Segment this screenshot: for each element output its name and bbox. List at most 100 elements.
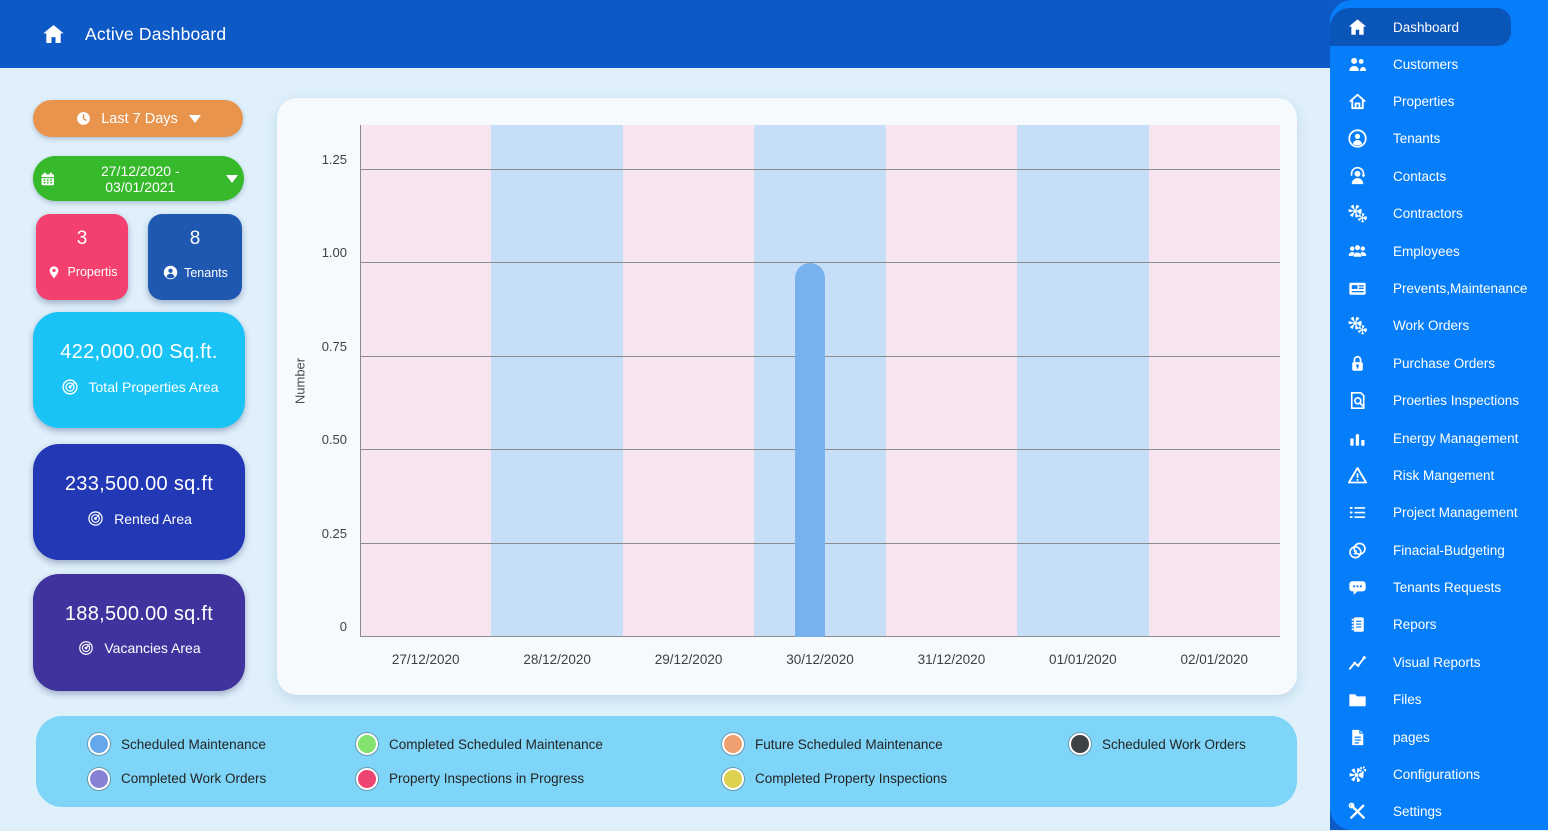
legend-label: Completed Work Orders <box>121 771 266 786</box>
tenants-stat-card: 8 Tenants <box>148 214 242 300</box>
sidebar-item-purchase-orders[interactable]: Purchase Orders <box>1330 345 1548 382</box>
vacancies-area-value: 188,500.00 sq.ft <box>33 603 245 626</box>
chart-band <box>491 125 622 637</box>
total-area-card: 422,000.00 Sq.ft. Total Properties Area <box>33 312 245 428</box>
bar-chart-icon <box>1346 427 1369 450</box>
sidebar-item-dashboard[interactable]: Dashboard <box>1330 8 1511 46</box>
clock-icon <box>75 110 92 127</box>
target-icon <box>60 377 80 397</box>
line-chart-icon <box>1346 651 1369 674</box>
legend-label: Future Scheduled Maintenance <box>755 737 943 752</box>
users-icon <box>1346 53 1369 76</box>
sidebar-item-configurations[interactable]: Configurations <box>1330 756 1548 793</box>
legend-color-dot <box>1069 733 1091 755</box>
sidebar-item-tenants-requests[interactable]: Tenants Requests <box>1330 569 1548 606</box>
total-area-label: Total Properties Area <box>89 379 219 395</box>
map-pin-icon <box>46 264 62 280</box>
sidebar-item-work-orders[interactable]: Work Orders <box>1330 307 1548 344</box>
sidebar-item-pages[interactable]: pages <box>1330 718 1548 755</box>
user-circle-icon <box>1346 127 1369 150</box>
rented-area-card: 233,500.00 sq.ft Rented Area <box>33 444 245 560</box>
chart-card: Number 27/12/202028/12/202029/12/202030/… <box>277 98 1297 695</box>
period-dropdown[interactable]: Last 7 Days <box>33 100 243 137</box>
chart-gridline <box>360 262 1280 263</box>
legend-label: Property Inspections in Progress <box>389 771 584 786</box>
page-title: Active Dashboard <box>85 24 226 45</box>
sidebar: Dashboard Customers Properties Tenants C… <box>1330 0 1548 830</box>
sidebar-backdrop: Dashboard Customers Properties Tenants C… <box>1330 0 1548 830</box>
x-tick-label: 31/12/2020 <box>918 652 986 667</box>
chart-bar-scheduled-maintenance[interactable] <box>795 263 825 637</box>
y-tick-label: 0.75 <box>322 339 347 354</box>
properties-stat-card: 3 Propertis <box>36 214 128 300</box>
sidebar-item-project-management[interactable]: Project Management <box>1330 494 1548 531</box>
headset-icon <box>1346 165 1369 188</box>
sidebar-item-contacts[interactable]: Contacts <box>1330 158 1548 195</box>
sidebar-item-contractors[interactable]: Contractors <box>1330 195 1548 232</box>
sidebar-item-finacial-budgeting[interactable]: Finacial-Budgeting <box>1330 531 1548 568</box>
sidebar-item-settings[interactable]: Settings <box>1330 793 1548 830</box>
sidebar-item-properties[interactable]: Properties <box>1330 83 1548 120</box>
total-area-value: 422,000.00 Sq.ft. <box>33 341 245 364</box>
sidebar-item-proerties-inspections[interactable]: Proerties Inspections <box>1330 382 1548 419</box>
person-icon <box>162 264 179 281</box>
sidebar-item-customers[interactable]: Customers <box>1330 45 1548 82</box>
folder-icon <box>1346 688 1369 711</box>
legend-label: Completed Property Inspections <box>755 771 947 786</box>
chart-band <box>1017 125 1148 637</box>
y-tick-label: 1.25 <box>322 152 347 167</box>
plot-area: Number 27/12/202028/12/202029/12/202030/… <box>360 125 1280 637</box>
chevron-down-icon <box>226 175 238 183</box>
page-icon <box>1346 726 1369 749</box>
sidebar-item-repors[interactable]: Repors <box>1330 606 1548 643</box>
chart-legend: Scheduled Maintenance Completed Schedule… <box>36 716 1297 807</box>
people-group-icon <box>1346 240 1369 263</box>
properties-count: 3 <box>36 228 128 250</box>
gear-icon <box>1346 763 1369 786</box>
legend-color-dot <box>356 733 378 755</box>
legend-item: Completed Scheduled Maintenance <box>356 733 722 755</box>
home-icon <box>1346 16 1369 39</box>
sidebar-item-energy-management[interactable]: Energy Management <box>1330 419 1548 456</box>
chart-band <box>886 125 1017 637</box>
tenants-label: Tenants <box>184 266 228 280</box>
sidebar-item-tenants[interactable]: Tenants <box>1330 120 1548 157</box>
sidebar-item-employees[interactable]: Employees <box>1330 232 1548 269</box>
coins-icon <box>1346 539 1369 562</box>
rented-area-value: 233,500.00 sq.ft <box>33 473 245 496</box>
chart-band <box>623 125 754 637</box>
chart-gridline <box>360 169 1280 170</box>
lock-icon <box>1346 352 1369 375</box>
notebook-icon <box>1346 613 1369 636</box>
legend-color-dot <box>88 768 110 790</box>
target-icon <box>86 509 105 528</box>
warning-icon <box>1346 464 1369 487</box>
gears-icon <box>1346 202 1369 225</box>
sidebar-item-prevents-maintenance[interactable]: Prevents,Maintenance <box>1330 270 1548 307</box>
y-axis-title: Number <box>293 351 308 411</box>
sidebar-item-visual-reports[interactable]: Visual Reports <box>1330 644 1548 681</box>
sidebar-item-files[interactable]: Files <box>1330 681 1548 718</box>
x-tick-label: 27/12/2020 <box>392 652 460 667</box>
legend-item: Scheduled Maintenance <box>88 733 356 755</box>
legend-item: Scheduled Work Orders <box>1069 733 1297 755</box>
date-range-label: 27/12/2020 - 03/01/2021 <box>66 163 215 195</box>
period-label: Last 7 Days <box>101 111 178 127</box>
x-tick-label: 28/12/2020 <box>523 652 591 667</box>
legend-color-dot <box>722 768 744 790</box>
app-header: Active Dashboard <box>0 0 1548 68</box>
sidebar-menu: Dashboard Customers Properties Tenants C… <box>1330 0 1548 831</box>
legend-color-dot <box>356 768 378 790</box>
date-range-dropdown[interactable]: 27/12/2020 - 03/01/2021 <box>33 156 244 201</box>
chart-band <box>1149 125 1280 637</box>
y-axis-line <box>360 125 361 637</box>
y-tick-label: 0.50 <box>322 432 347 447</box>
y-tick-label: 0 <box>340 619 347 634</box>
tools-icon <box>1346 800 1369 823</box>
x-tick-label: 01/01/2020 <box>1049 652 1117 667</box>
sidebar-item-risk-mangement[interactable]: Risk Mangement <box>1330 457 1548 494</box>
legend-item: Future Scheduled Maintenance <box>722 733 1069 755</box>
home-icon <box>40 21 67 48</box>
legend-item: Property Inspections in Progress <box>356 768 722 790</box>
legend-color-dot <box>88 733 110 755</box>
